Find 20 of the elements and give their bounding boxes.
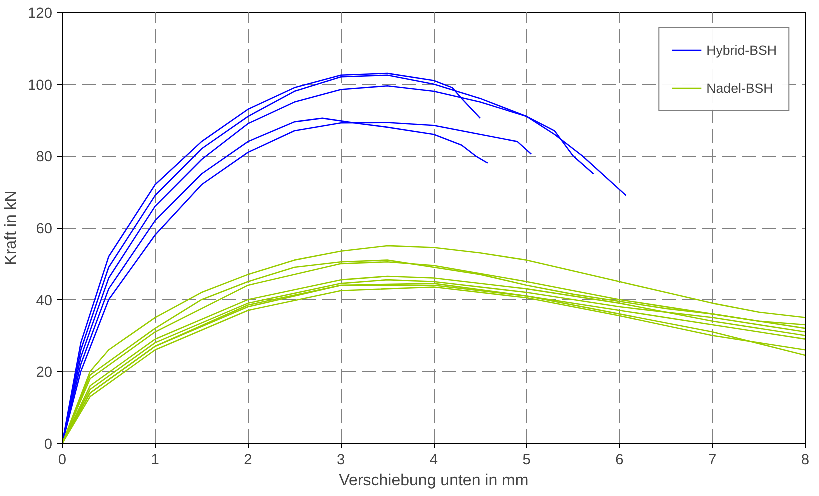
y-tick-label: 100 xyxy=(28,78,53,94)
x-tick-label: 3 xyxy=(337,452,346,468)
x-axis-title: Verschiebung unten in mm xyxy=(339,472,529,490)
legend-label: Hybrid-BSH xyxy=(706,42,777,58)
y-tick-label: 0 xyxy=(44,437,53,453)
y-tick-label: 60 xyxy=(36,222,53,238)
legend-label: Nadel-BSH xyxy=(706,80,774,96)
y-tick-label: 120 xyxy=(28,6,53,22)
x-tick-label: 6 xyxy=(616,452,624,468)
x-tick-label: 5 xyxy=(522,452,531,468)
x-tick-label: 1 xyxy=(151,452,160,468)
y-axis-title: Kraft in kN xyxy=(3,190,20,266)
y-tick-label: 80 xyxy=(36,150,53,166)
y-tick-label: 20 xyxy=(36,365,53,382)
x-tick-label: 0 xyxy=(58,452,67,468)
x-tick-label: 8 xyxy=(801,452,810,468)
x-tick-label: 7 xyxy=(708,452,717,468)
y-tick-label: 40 xyxy=(36,293,53,310)
x-tick-label: 4 xyxy=(430,452,438,468)
x-tick-label: 2 xyxy=(244,452,252,468)
